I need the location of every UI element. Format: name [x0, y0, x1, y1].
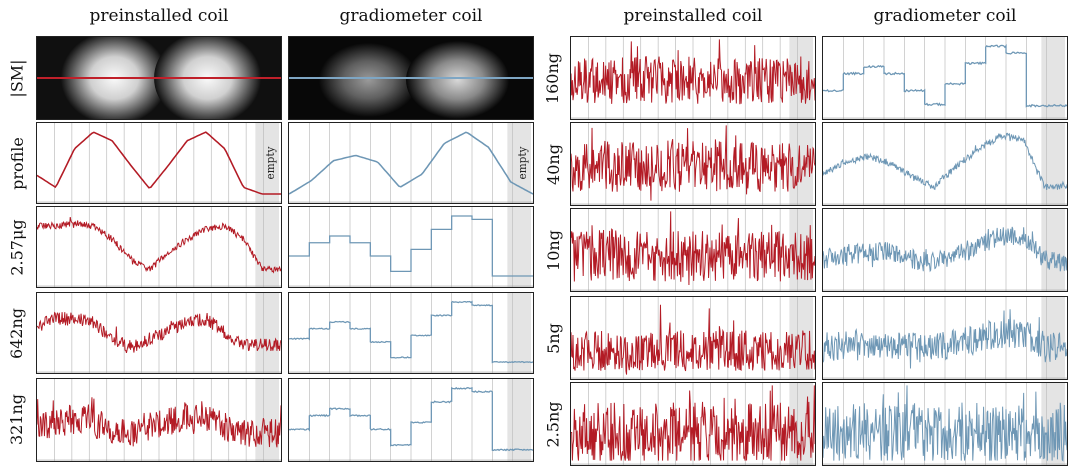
row-label-321ng: 321ng — [4, 378, 30, 460]
row-label-321ng-text: 321ng — [7, 393, 27, 445]
signal-line — [823, 226, 1067, 273]
sm-grad-blob-left — [318, 42, 418, 118]
empty-band — [507, 379, 532, 461]
sm-image-gradiometer — [288, 36, 534, 120]
signal-line — [571, 304, 815, 375]
empty-band — [255, 123, 280, 203]
signal-line — [823, 132, 1067, 191]
signal-line — [823, 309, 1067, 369]
p10ng-gradiometer-svg — [823, 209, 1067, 291]
profile-preinstalled: empty — [36, 122, 282, 204]
row-label-sm: |SM| — [4, 36, 30, 120]
p2-5ng-gradiometer — [822, 382, 1068, 466]
empty-band — [1041, 209, 1066, 291]
p2-5ng-preinstalled — [570, 382, 816, 466]
p5ng-gradiometer-svg — [823, 297, 1067, 379]
p321ng-gradiometer-svg — [289, 379, 533, 461]
p2-5ng-preinstalled-svg — [571, 383, 815, 465]
signal-line — [823, 43, 1067, 108]
p321ng-preinstalled — [36, 378, 282, 462]
row-label-2-57ug: 2.57μg — [4, 206, 30, 288]
profile-preinstalled-svg: empty — [37, 123, 281, 203]
p160ng-gradiometer — [822, 36, 1068, 120]
p2-57ug-preinstalled-svg — [37, 207, 281, 287]
p10ng-preinstalled-svg — [571, 209, 815, 291]
row-label-5ng-text: 5ng — [543, 322, 563, 354]
profile-gradiometer-svg: empty — [289, 123, 533, 203]
row-label-160ng: 160ng — [540, 36, 566, 120]
signal-line — [571, 39, 815, 105]
p642ng-gradiometer-svg — [289, 293, 533, 373]
profile-gradiometer: empty — [288, 122, 534, 204]
empty-band — [255, 293, 280, 373]
p5ng-preinstalled — [570, 296, 816, 380]
profile-line — [37, 131, 281, 195]
row-label-642ng-text: 642ng — [7, 307, 27, 359]
left-title-preinstalled: preinstalled coil — [89, 6, 229, 26]
signal-line — [571, 385, 815, 461]
empty-band — [507, 207, 532, 287]
signal-line — [289, 215, 533, 277]
row-label-160ng-text: 160ng — [543, 52, 563, 104]
signal-line — [37, 217, 281, 274]
p160ng-preinstalled — [570, 36, 816, 120]
row-label-10ng: 10ng — [540, 208, 566, 292]
empty-label: empty — [516, 147, 529, 180]
row-label-profile: profile — [4, 122, 30, 204]
sm-grad-blob-right — [406, 40, 510, 119]
row-label-642ng: 642ng — [4, 292, 30, 374]
empty-band — [1041, 123, 1066, 205]
row-label-sm-text: |SM| — [7, 58, 27, 98]
sm-image-preinstalled-svg — [37, 37, 281, 119]
empty-band — [1041, 37, 1066, 119]
profile-line — [289, 131, 533, 195]
p642ng-gradiometer — [288, 292, 534, 374]
p2-57ug-preinstalled — [36, 206, 282, 288]
row-label-10ng-text: 10ng — [543, 229, 563, 271]
row-label-profile-text: profile — [7, 136, 27, 190]
p5ng-preinstalled-svg — [571, 297, 815, 379]
p40ng-preinstalled-svg — [571, 123, 815, 205]
p10ng-preinstalled — [570, 208, 816, 292]
p321ng-gradiometer — [288, 378, 534, 462]
signal-line — [571, 125, 815, 201]
row-label-2-5ng-text: 2.5ng — [543, 401, 563, 447]
p642ng-preinstalled — [36, 292, 282, 374]
p5ng-gradiometer — [822, 296, 1068, 380]
p2-57ug-gradiometer — [288, 206, 534, 288]
p40ng-gradiometer — [822, 122, 1068, 206]
signal-line — [37, 397, 281, 448]
empty-band — [507, 293, 532, 373]
p2-5ng-gradiometer-svg — [823, 383, 1067, 465]
signal-line — [289, 300, 533, 364]
row-label-40ng: 40ng — [540, 122, 566, 206]
row-label-5ng: 5ng — [540, 296, 566, 380]
row-label-2-57ug-text: 2.57μg — [7, 218, 27, 276]
sm-image-gradiometer-svg — [289, 40, 533, 119]
signal-line — [571, 211, 815, 286]
p321ng-preinstalled-svg — [37, 379, 281, 461]
p642ng-preinstalled-svg — [37, 293, 281, 373]
signal-line — [289, 386, 533, 452]
p2-57ug-gradiometer-svg — [289, 207, 533, 287]
right-title-preinstalled: preinstalled coil — [623, 6, 763, 26]
p10ng-gradiometer — [822, 208, 1068, 292]
empty-band — [255, 207, 280, 287]
row-label-2-5ng: 2.5ng — [540, 382, 566, 466]
row-label-40ng-text: 40ng — [543, 143, 563, 185]
signal-line — [37, 311, 281, 354]
p40ng-preinstalled — [570, 122, 816, 206]
p160ng-gradiometer-svg — [823, 37, 1067, 119]
left-title-gradiometer: gradiometer coil — [339, 6, 483, 26]
p160ng-preinstalled-svg — [571, 37, 815, 119]
p40ng-gradiometer-svg — [823, 123, 1067, 205]
signal-line — [823, 385, 1067, 462]
right-title-gradiometer: gradiometer coil — [873, 6, 1017, 26]
empty-label: empty — [264, 147, 277, 180]
sm-image-preinstalled — [36, 36, 282, 120]
